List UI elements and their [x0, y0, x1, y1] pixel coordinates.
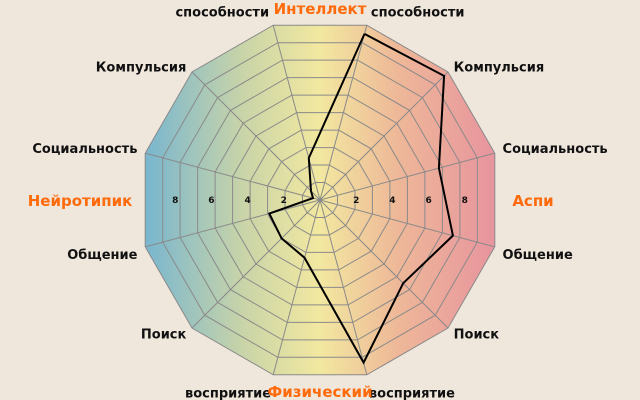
- axis-label: восприятие: [185, 387, 271, 400]
- axis-label: Компульсия: [96, 60, 187, 75]
- radar-grid: [144, 24, 496, 376]
- grid-spoke: [272, 199, 321, 375]
- axis-label: Общение: [503, 248, 573, 263]
- grid-spoke: [191, 199, 321, 329]
- tick-label: 8: [462, 196, 468, 206]
- grid-spoke: [145, 152, 321, 201]
- axis-label: восприятие: [369, 387, 455, 400]
- tick-label: 4: [389, 196, 395, 206]
- axis-label: Поиск: [141, 328, 187, 343]
- grid-spoke: [145, 199, 321, 248]
- grid-spoke: [319, 25, 368, 201]
- axis-label: Социальность: [503, 142, 608, 157]
- axis-label: Поиск: [454, 328, 500, 343]
- tick-label: 6: [425, 196, 431, 206]
- tick-label: 2: [353, 196, 359, 206]
- tick-label: 2: [281, 196, 287, 206]
- axis-label: Социальность: [32, 142, 137, 157]
- radar-series-line: [267, 33, 454, 365]
- axis-label: способности: [371, 5, 465, 20]
- grid-spoke: [272, 25, 321, 201]
- group-label-top: Интеллект: [274, 0, 367, 18]
- axis-label: Общение: [67, 248, 137, 263]
- group-label-left: Нейротипик: [28, 192, 133, 210]
- grid-spoke: [319, 199, 449, 329]
- grid-spoke: [319, 199, 368, 375]
- grid-spoke: [319, 199, 495, 248]
- group-label-right: Аспи: [512, 192, 553, 210]
- grid-spoke: [319, 71, 449, 201]
- tick-label: 4: [244, 196, 250, 206]
- tick-label: 8: [172, 196, 178, 206]
- group-label-bottom: Физический: [267, 383, 372, 400]
- tick-label: 6: [208, 196, 214, 206]
- grid-spoke: [319, 152, 495, 201]
- axis-label: Компульсия: [454, 60, 545, 75]
- grid-spoke: [191, 71, 321, 201]
- axis-label: способности: [175, 5, 269, 20]
